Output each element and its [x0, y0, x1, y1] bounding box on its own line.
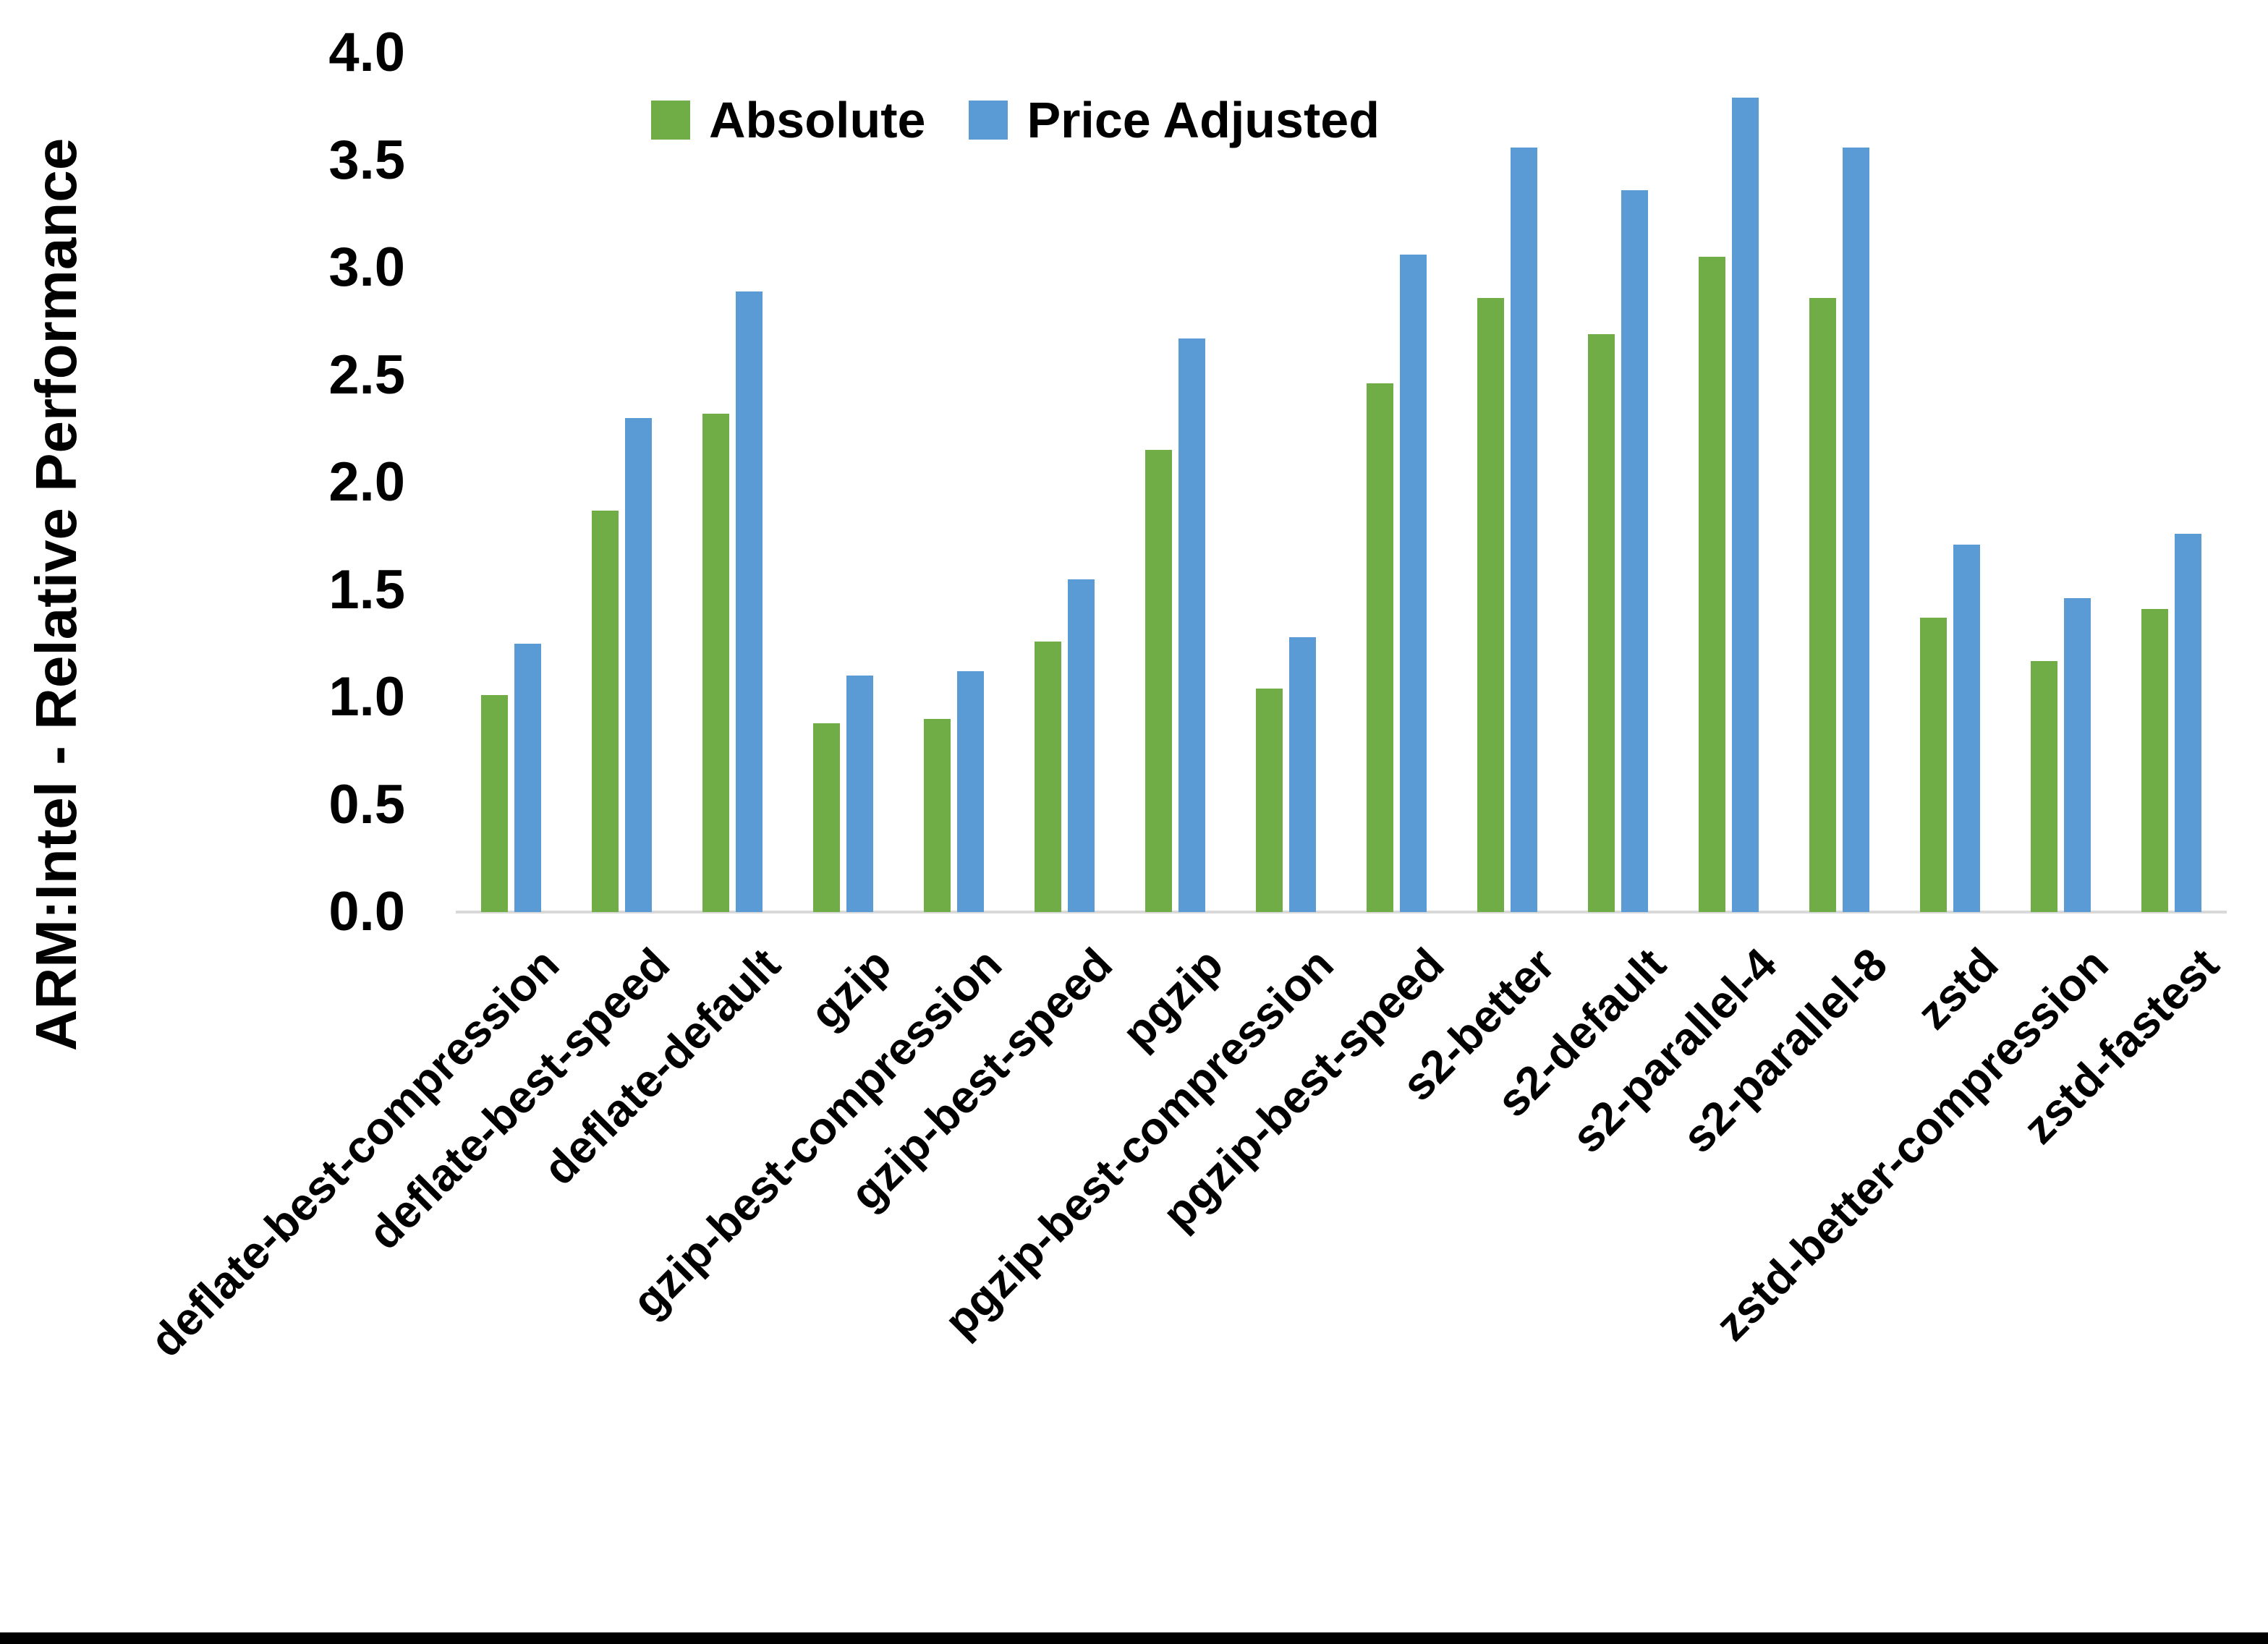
legend-item-price-adjusted: Price Adjusted: [969, 91, 1380, 149]
bar-price-adjusted: [625, 418, 652, 912]
legend-swatch-price-adjusted: [969, 101, 1008, 140]
bar-price-adjusted: [1289, 637, 1316, 912]
legend-label-price-adjusted: Price Adjusted: [1027, 92, 1380, 148]
y-tick-label: 4.0: [328, 22, 405, 83]
y-tick-label: 3.0: [328, 237, 405, 298]
bar-absolute: [1920, 618, 1947, 912]
bar-absolute: [2141, 609, 2168, 912]
bar-price-adjusted: [514, 644, 541, 912]
y-tick-label: 1.5: [328, 558, 405, 621]
bar-absolute: [1035, 642, 1061, 912]
x-axis-line: [456, 911, 2227, 913]
bar-absolute: [481, 695, 508, 912]
bar-price-adjusted: [2064, 598, 2091, 912]
y-tick-label: 2.0: [328, 451, 405, 513]
bar-absolute: [702, 414, 729, 912]
bar-absolute: [1809, 298, 1836, 912]
bar-absolute: [1588, 334, 1615, 912]
bar-absolute: [1145, 450, 1172, 912]
bar-absolute: [1699, 257, 1725, 912]
bar-price-adjusted: [2175, 534, 2201, 912]
bar-absolute: [1477, 298, 1504, 912]
legend-swatch-absolute: [651, 101, 690, 140]
bar-price-adjusted: [1068, 579, 1095, 912]
bar-price-adjusted: [846, 676, 873, 912]
bar-price-adjusted: [957, 671, 984, 912]
bar-price-adjusted: [1843, 148, 1869, 912]
bar-price-adjusted: [1400, 255, 1427, 912]
bar-absolute: [592, 511, 619, 912]
y-tick-label: 1.0: [328, 666, 405, 728]
y-tick-label: 2.5: [328, 344, 405, 406]
bar-absolute: [2031, 661, 2057, 912]
bar-price-adjusted: [1178, 338, 1205, 912]
y-tick-label: 0.5: [328, 773, 405, 835]
y-tick-label: 3.5: [328, 129, 405, 191]
y-axis-title: ARM:Intel - Relative Performance: [24, 137, 88, 1052]
bar-absolute: [1256, 689, 1283, 912]
bar-price-adjusted: [1511, 148, 1537, 912]
bar-absolute: [813, 723, 840, 912]
x-tick-label: gzip: [800, 939, 901, 1039]
x-tick-label: zstd: [1907, 939, 2008, 1039]
legend-label-absolute: Absolute: [709, 92, 926, 148]
bar-price-adjusted: [736, 291, 763, 912]
legend-item-absolute: Absolute: [651, 91, 925, 149]
bar-price-adjusted: [1953, 545, 1980, 912]
bar-absolute: [924, 719, 951, 912]
bar-price-adjusted: [1621, 190, 1648, 912]
bar-absolute: [1367, 383, 1393, 912]
x-tick-label: deflate-best-compression: [140, 939, 569, 1367]
bar-price-adjusted: [1732, 98, 1759, 912]
y-tick-label: 0.0: [328, 881, 405, 942]
bottom-border-strip: [0, 1632, 2268, 1644]
chart-legend: Absolute Price Adjusted: [651, 91, 1380, 149]
